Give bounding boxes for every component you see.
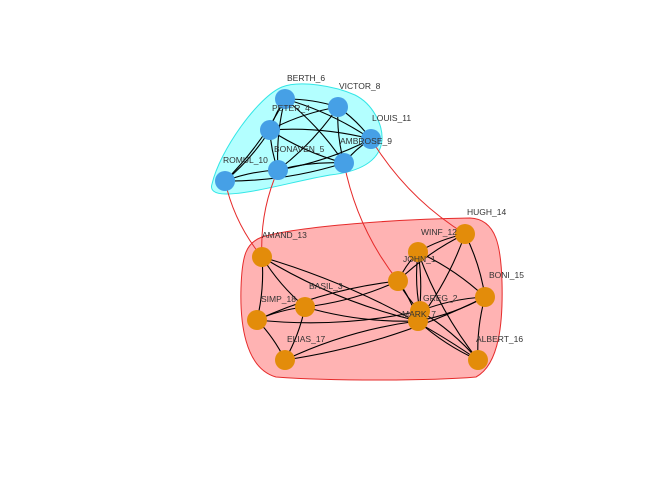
edge [224,98,286,182]
labels-layer: BERTH_6 VICTOR_8 PETER_4 LOUIS_11 AMBROSE_9 B… [223,73,524,344]
node-label: MARK_7 [402,309,436,319]
node-elias-17 [275,350,295,370]
node-label: BONI_15 [489,270,524,280]
nodes-layer [215,89,495,370]
edge [284,296,486,361]
edge [284,320,419,361]
node-label: BERTH_6 [287,73,325,83]
node-victor-8 [328,97,348,117]
node-romul-10 [215,171,235,191]
edge [256,280,399,321]
node-hugh-14 [455,224,475,244]
node-louis-11 [361,129,381,149]
edge-between-groups [343,162,399,282]
node-label: JOHN_1 [403,254,436,264]
node-label: PETER_4 [272,103,310,113]
node-label: LOUIS_11 [372,113,411,123]
node-albert-16 [468,350,488,370]
node-label: BASIL_3 [309,281,343,291]
edge [269,128,372,140]
node-label: ELIAS_17 [287,334,326,344]
node-peter-4 [260,120,280,140]
node-label: BONAVEN_5 [274,144,325,154]
node-boni-15 [475,287,495,307]
node-winf-12 [408,242,428,262]
node-label: AMAND_13 [262,230,307,240]
node-label: SIMP_18 [261,294,296,304]
edge [261,256,419,322]
node-label: ALBERT_16 [476,334,523,344]
node-mark-7 [408,311,428,331]
node-berth-6 [275,89,295,109]
node-label: HUGH_14 [467,207,506,217]
edge [417,251,479,361]
edge [261,256,479,361]
node-ambrose-9 [334,153,354,173]
node-simp-18 [247,310,267,330]
node-john-1 [388,271,408,291]
node-bonaven-5 [268,160,288,180]
node-basil-3 [295,297,315,317]
node-label: ROMUL_10 [223,155,268,165]
node-label: AMBROSE_9 [340,136,392,146]
node-label: WINF_12 [421,227,457,237]
edge [256,310,421,324]
node-label: GREG_2 [423,293,458,303]
node-label: VICTOR_8 [339,81,381,91]
node-amand-13 [252,247,272,267]
edge [304,306,419,322]
edge-between-groups [370,138,466,235]
